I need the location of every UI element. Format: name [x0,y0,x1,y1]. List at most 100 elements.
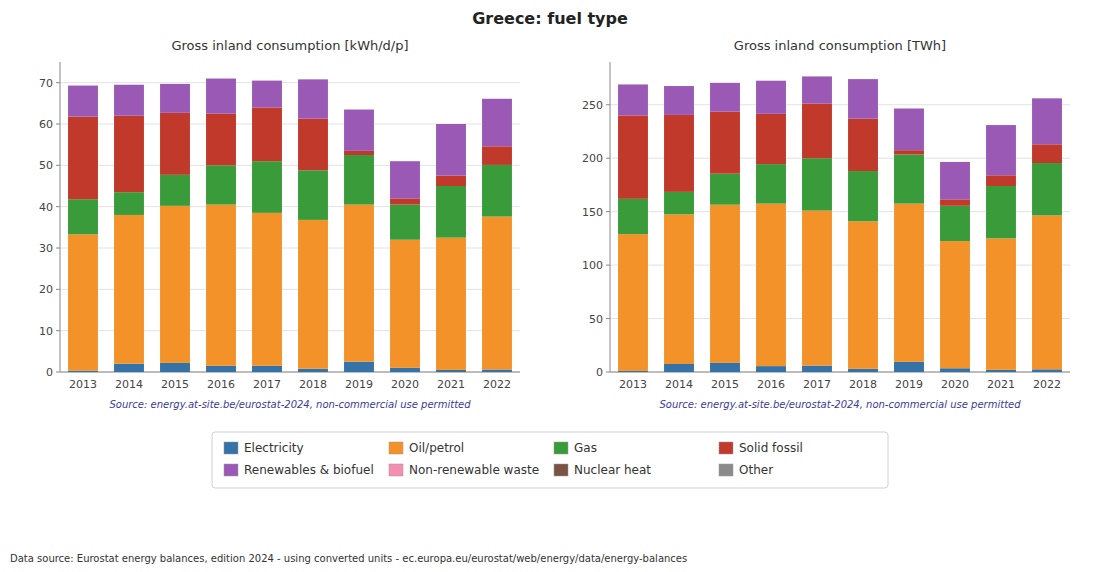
bar-segment: Oil/petrol 2015: 148 [710,205,740,363]
bar-segment: Nuclear heat 2017: 0 [252,80,282,81]
tick-mark [606,211,610,212]
bar-segment: Other 2022: 0 [482,98,512,99]
bar-segment: Renewables & biofuel 2014: 27 [664,86,694,115]
bar-segment: Renewables & biofuel 2016: 31 [756,81,786,114]
tick-label: 2016 [757,378,785,391]
tick-mark [56,124,60,125]
tick-label: 2020 [941,378,969,391]
bar-segment: Oil/petrol 2021: 123 [986,238,1016,369]
tick-label: 10 [39,325,53,338]
bar-segment: Gas 2021: 49 [986,186,1016,238]
y-axis-line [60,62,61,372]
bar-segment: Non-renewable waste 2017: 0 [802,76,832,77]
bar-segment: Oil/petrol 2019: 148 [894,204,924,362]
tick-mark [56,372,60,373]
bar-segment: Nuclear heat 2017: 0 [802,76,832,77]
bar-segment: Nuclear heat 2021: 0 [436,124,466,125]
tick-mark [606,158,610,159]
bar-segment: Electricity 2020: 1 [390,368,420,372]
bar-segment: Non-renewable waste 2016: 0 [206,78,236,79]
subtitle: Gross inland consumption [TWh] [734,38,946,53]
tick-label: 0 [596,366,603,379]
legend-entry: Oil/petrol [409,441,464,455]
bar-segment: Renewables & biofuel 2017: 6.5 [252,81,282,108]
bar-segment: Renewables & biofuel 2013: 7.5 [68,86,98,117]
legend-entry: Non-renewable waste [409,463,539,477]
bar-segment: Solid fossil 2014: 18.5 [114,116,144,192]
bar-segment: Solid fossil 2018: 49 [848,119,878,171]
bar-segment: Electricity 2022: 2.5 [1032,369,1062,372]
bar-segment: Other 2018: 0 [298,79,328,80]
bar-segment: Gas 2015: 7.5 [160,175,190,206]
bar-segment: Renewables & biofuel 2017: 25.5 [802,76,832,103]
bar-segment: Solid fossil 2020: 1.5 [390,198,420,204]
legend-entry: Nuclear heat [574,463,651,477]
bar-segment: Electricity 2017: 6 [802,366,832,372]
bar-segment: Renewables & biofuel 2021: 47 [986,125,1016,175]
bar-segment: Nuclear heat 2013: 0 [68,85,98,86]
tick-label: 2018 [849,378,877,391]
bar-segment: Renewables & biofuel 2018: 37 [848,79,878,119]
tick-label: 60 [39,118,53,131]
bar-segment: Oil/petrol 2017: 145 [802,211,832,366]
bar-segment: Other 2021: 0 [986,125,1016,126]
tick-label: 150 [582,206,603,219]
bar-segment: Nuclear heat 2016: 0 [756,80,786,81]
legend-entry: Renewables & biofuel [244,463,374,477]
bar-segment: Non-renewable waste 2013: 0 [618,84,648,85]
bar-segment: Electricity 2019: 9.5 [894,362,924,372]
bar-segment: Non-renewable waste 2021: 0 [986,125,1016,126]
bar-segment: Other 2017: 0 [252,80,282,81]
bar-segment: Other 2020: 0 [390,161,420,162]
bar-segment: Electricity 2020: 3.5 [940,368,970,372]
bar-segment: Nuclear heat 2019: 0 [344,109,374,110]
bar-segment: Gas 2014: 21 [664,192,694,214]
bar-segment: Other 2019: 0 [344,109,374,110]
bars: Electricity 2013: 0.3Electricity 2014: 2… [68,79,512,372]
bar-segment: Nuclear heat 2019: 0 [894,108,924,109]
bar-segment: Solid fossil 2021: 10 [986,175,1016,186]
tick-mark [606,372,610,373]
figure: Greece: fuel typeGross inland consumptio… [0,0,1100,572]
bar-segment: Gas 2019: 12 [344,155,374,205]
bar-segment: Gas 2014: 5.5 [114,192,144,215]
bar-segment: Gas 2013: 8.5 [68,199,98,234]
bar-segment: Other 2015: 0 [160,83,190,84]
tick-label: 2017 [253,378,281,391]
bar-segment: Gas 2022: 12.5 [482,165,512,217]
bar-segment: Non-renewable waste 2017: 0 [252,80,282,81]
bar-segment: Oil/petrol 2016: 39 [206,205,236,366]
tick-label: 2021 [987,378,1015,391]
bar-segment: Renewables & biofuel 2019: 10 [344,110,374,151]
bar-segment: Nuclear heat 2018: 0 [848,79,878,80]
bar-segment: Other 2014: 0 [114,84,144,85]
bar-segment: Nuclear heat 2022: 0 [482,98,512,99]
bar-segment: Electricity 2013: 1 [618,371,648,372]
bar-segment: Oil/petrol 2018: 138 [848,221,878,369]
bar-segment: Other 2018: 0 [848,79,878,80]
bar-segment: Non-renewable waste 2013: 0 [68,85,98,86]
bar-segment: Gas 2017: 12.5 [252,161,282,213]
bar-segment: Solid fossil 2019: 4 [894,150,924,154]
bar-segment: Electricity 2021: 2 [986,370,1016,372]
bar-segment: Renewables & biofuel 2018: 9.5 [298,79,328,118]
tick-label: 30 [39,242,53,255]
bar-segment: Solid fossil 2014: 72 [664,115,694,192]
bar-segment: Other 2020: 0 [940,161,970,162]
legend-swatch [224,464,238,476]
bar-segment: Electricity 2014: 2 [114,364,144,372]
bar-segment: Electricity 2018: 3 [848,369,878,372]
bar-segment: Gas 2020: 8.5 [390,205,420,240]
bar-segment: Gas 2022: 49 [1032,163,1062,215]
bar-segment: Solid fossil 2016: 47 [756,114,786,164]
annotation: Source: energy.at-site.be/eurostat-2024,… [659,399,1021,410]
tick-label: 2022 [483,378,511,391]
bar-segment: Solid fossil 2015: 15 [160,113,190,175]
tick-mark [56,206,60,207]
bar-segment: Non-renewable waste 2015: 0 [160,83,190,84]
bar-segment: Nuclear heat 2022: 0 [1032,98,1062,99]
y-axis-line [610,62,611,372]
legend: ElectricityOil/petrolGasSolid fossilRene… [212,432,888,488]
bar-segment: Solid fossil 2019: 1 [344,151,374,155]
legend-entry: Other [739,463,773,477]
